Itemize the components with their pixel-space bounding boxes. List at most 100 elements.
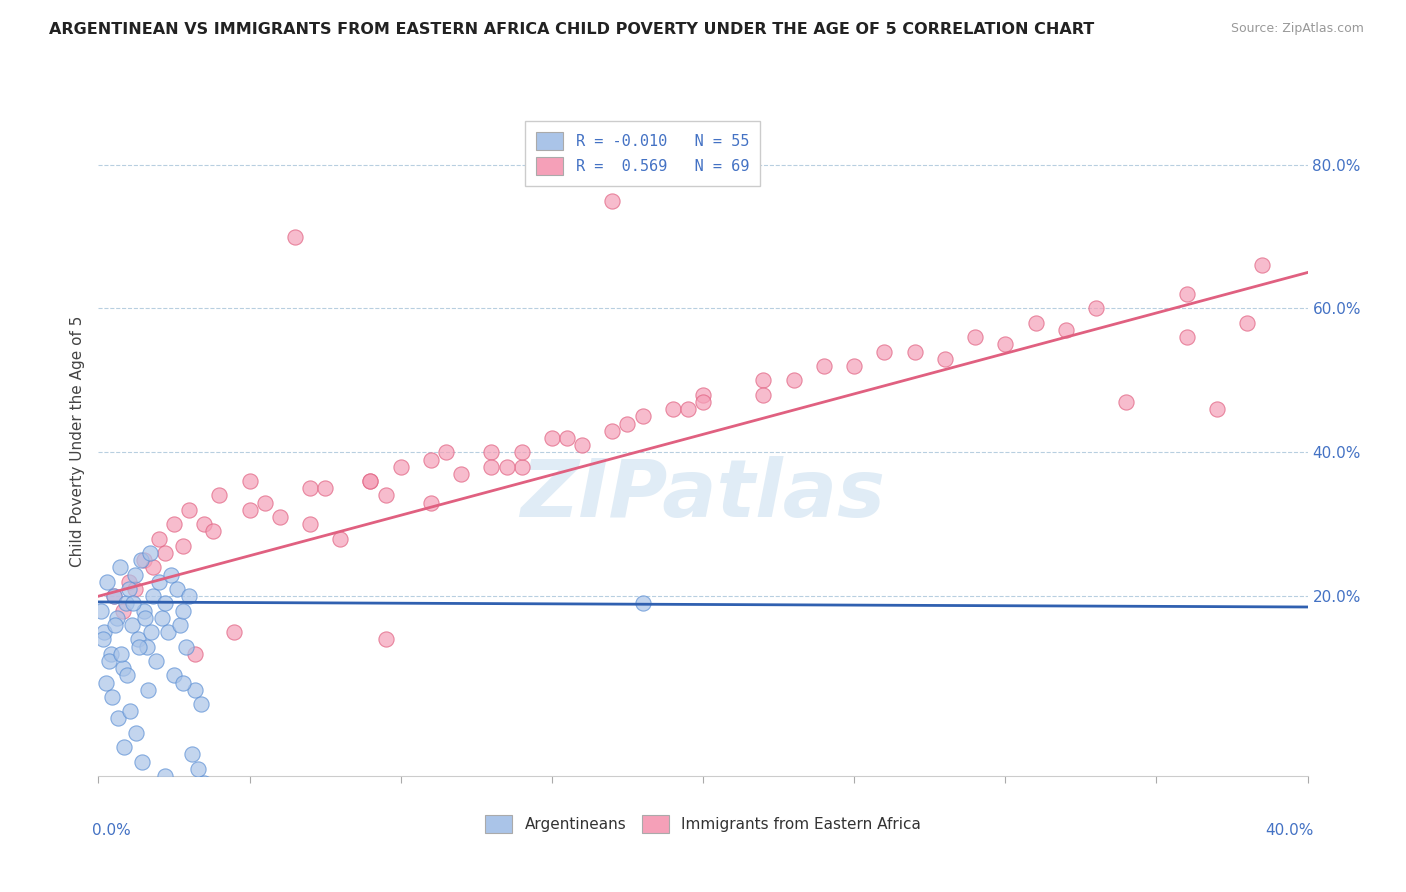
- Point: [329, 532, 352, 546]
- Point: [153, 769, 176, 783]
- Point: [153, 596, 176, 610]
- Point: [299, 517, 322, 532]
- Point: [179, 503, 201, 517]
- Text: Source: ZipAtlas.com: Source: ZipAtlas.com: [1230, 22, 1364, 36]
- Point: [103, 589, 125, 603]
- Point: [169, 618, 191, 632]
- Point: [1085, 301, 1108, 316]
- Point: [132, 553, 155, 567]
- Point: [108, 560, 131, 574]
- Point: [692, 395, 714, 409]
- Point: [90, 604, 112, 618]
- Point: [555, 431, 578, 445]
- Point: [1024, 316, 1046, 330]
- Point: [631, 409, 654, 424]
- Point: [994, 337, 1017, 351]
- Point: [148, 574, 170, 589]
- Point: [124, 582, 146, 596]
- Point: [96, 574, 118, 589]
- Point: [131, 755, 153, 769]
- Point: [965, 330, 987, 344]
- Point: [299, 481, 322, 495]
- Point: [374, 632, 396, 647]
- Point: [253, 496, 276, 510]
- Point: [239, 503, 262, 517]
- Point: [103, 589, 125, 603]
- Point: [153, 546, 176, 560]
- Point: [125, 726, 148, 740]
- Point: [163, 668, 186, 682]
- Point: [172, 539, 194, 553]
- Point: [142, 589, 165, 603]
- Point: [184, 682, 207, 697]
- Point: [510, 459, 533, 474]
- Point: [602, 424, 624, 438]
- Point: [115, 668, 138, 682]
- Point: [1236, 316, 1258, 330]
- Point: [98, 654, 121, 668]
- Point: [1175, 330, 1198, 344]
- Text: ZIPatlas: ZIPatlas: [520, 456, 886, 534]
- Point: [124, 567, 146, 582]
- Point: [132, 604, 155, 618]
- Point: [156, 625, 179, 640]
- Point: [172, 675, 194, 690]
- Point: [139, 546, 162, 560]
- Point: [844, 359, 866, 373]
- Point: [193, 776, 215, 790]
- Point: [145, 654, 167, 668]
- Point: [148, 532, 170, 546]
- Point: [208, 488, 231, 502]
- Point: [141, 625, 163, 640]
- Point: [374, 488, 396, 502]
- Point: [111, 604, 134, 618]
- Point: [193, 517, 215, 532]
- Point: [1115, 395, 1137, 409]
- Point: [420, 452, 443, 467]
- Point: [91, 632, 114, 647]
- Point: [135, 640, 157, 654]
- Point: [129, 553, 152, 567]
- Point: [134, 611, 156, 625]
- Point: [122, 596, 145, 610]
- Point: [389, 459, 412, 474]
- Point: [174, 640, 197, 654]
- Point: [100, 647, 122, 661]
- Point: [1251, 258, 1274, 272]
- Point: [187, 762, 209, 776]
- Point: [540, 431, 562, 445]
- Point: [202, 524, 225, 539]
- Point: [904, 344, 927, 359]
- Point: [166, 582, 188, 596]
- Point: [179, 589, 201, 603]
- Point: [752, 373, 775, 387]
- Point: [481, 459, 503, 474]
- Point: [94, 675, 117, 690]
- Point: [360, 474, 382, 488]
- Point: [510, 445, 533, 459]
- Legend: Argentineans, Immigrants from Eastern Africa: Argentineans, Immigrants from Eastern Af…: [475, 806, 931, 842]
- Point: [1206, 402, 1229, 417]
- Point: [150, 611, 173, 625]
- Point: [142, 560, 165, 574]
- Point: [114, 596, 136, 610]
- Point: [661, 402, 683, 417]
- Point: [181, 747, 204, 762]
- Point: [450, 467, 472, 481]
- Point: [616, 417, 638, 431]
- Point: [783, 373, 806, 387]
- Text: 40.0%: 40.0%: [1265, 822, 1313, 838]
- Point: [101, 690, 124, 704]
- Point: [184, 647, 207, 661]
- Point: [602, 194, 624, 208]
- Point: [127, 632, 149, 647]
- Point: [934, 351, 956, 366]
- Point: [224, 625, 246, 640]
- Point: [118, 574, 141, 589]
- Point: [172, 604, 194, 618]
- Point: [676, 402, 699, 417]
- Point: [1175, 287, 1198, 301]
- Point: [190, 697, 212, 711]
- Point: [692, 388, 714, 402]
- Point: [284, 229, 307, 244]
